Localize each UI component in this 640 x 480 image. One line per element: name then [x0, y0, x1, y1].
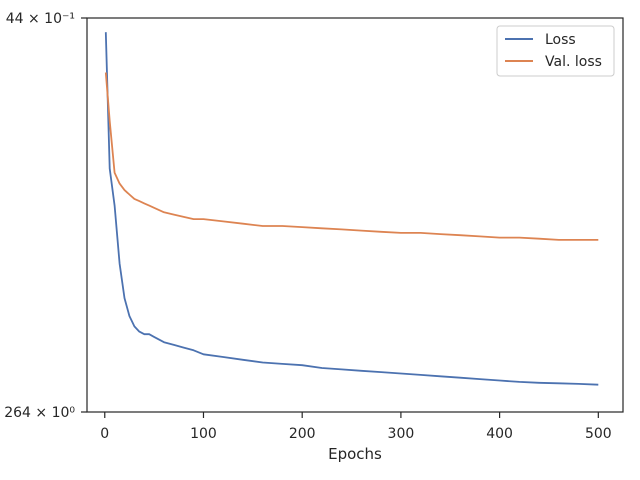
x-tick-label: 400 — [486, 426, 513, 442]
plot-frame — [86, 17, 624, 413]
axes-layer: 0 100 200 300 400 500 44 × 10⁻¹ 264 × 10⁰ — [4, 11, 624, 442]
x-tick-label: 100 — [190, 426, 217, 442]
y-tick-label: 264 × 10⁰ — [4, 405, 75, 421]
x-tick-label: 300 — [388, 426, 415, 442]
x-tick-label: 0 — [100, 426, 109, 442]
x-tick-label: 500 — [585, 426, 612, 442]
legend-label: Val. loss — [545, 54, 602, 70]
series-layer — [104, 32, 599, 386]
series-line-loss — [104, 32, 599, 386]
legend-label: Loss — [545, 32, 576, 48]
series-line-val-loss — [104, 72, 599, 241]
legend: Loss Val. loss — [496, 25, 615, 77]
x-tick-label: 200 — [289, 426, 316, 442]
x-axis-title: Epochs — [328, 445, 382, 463]
y-tick-label: 44 × 10⁻¹ — [6, 11, 75, 27]
